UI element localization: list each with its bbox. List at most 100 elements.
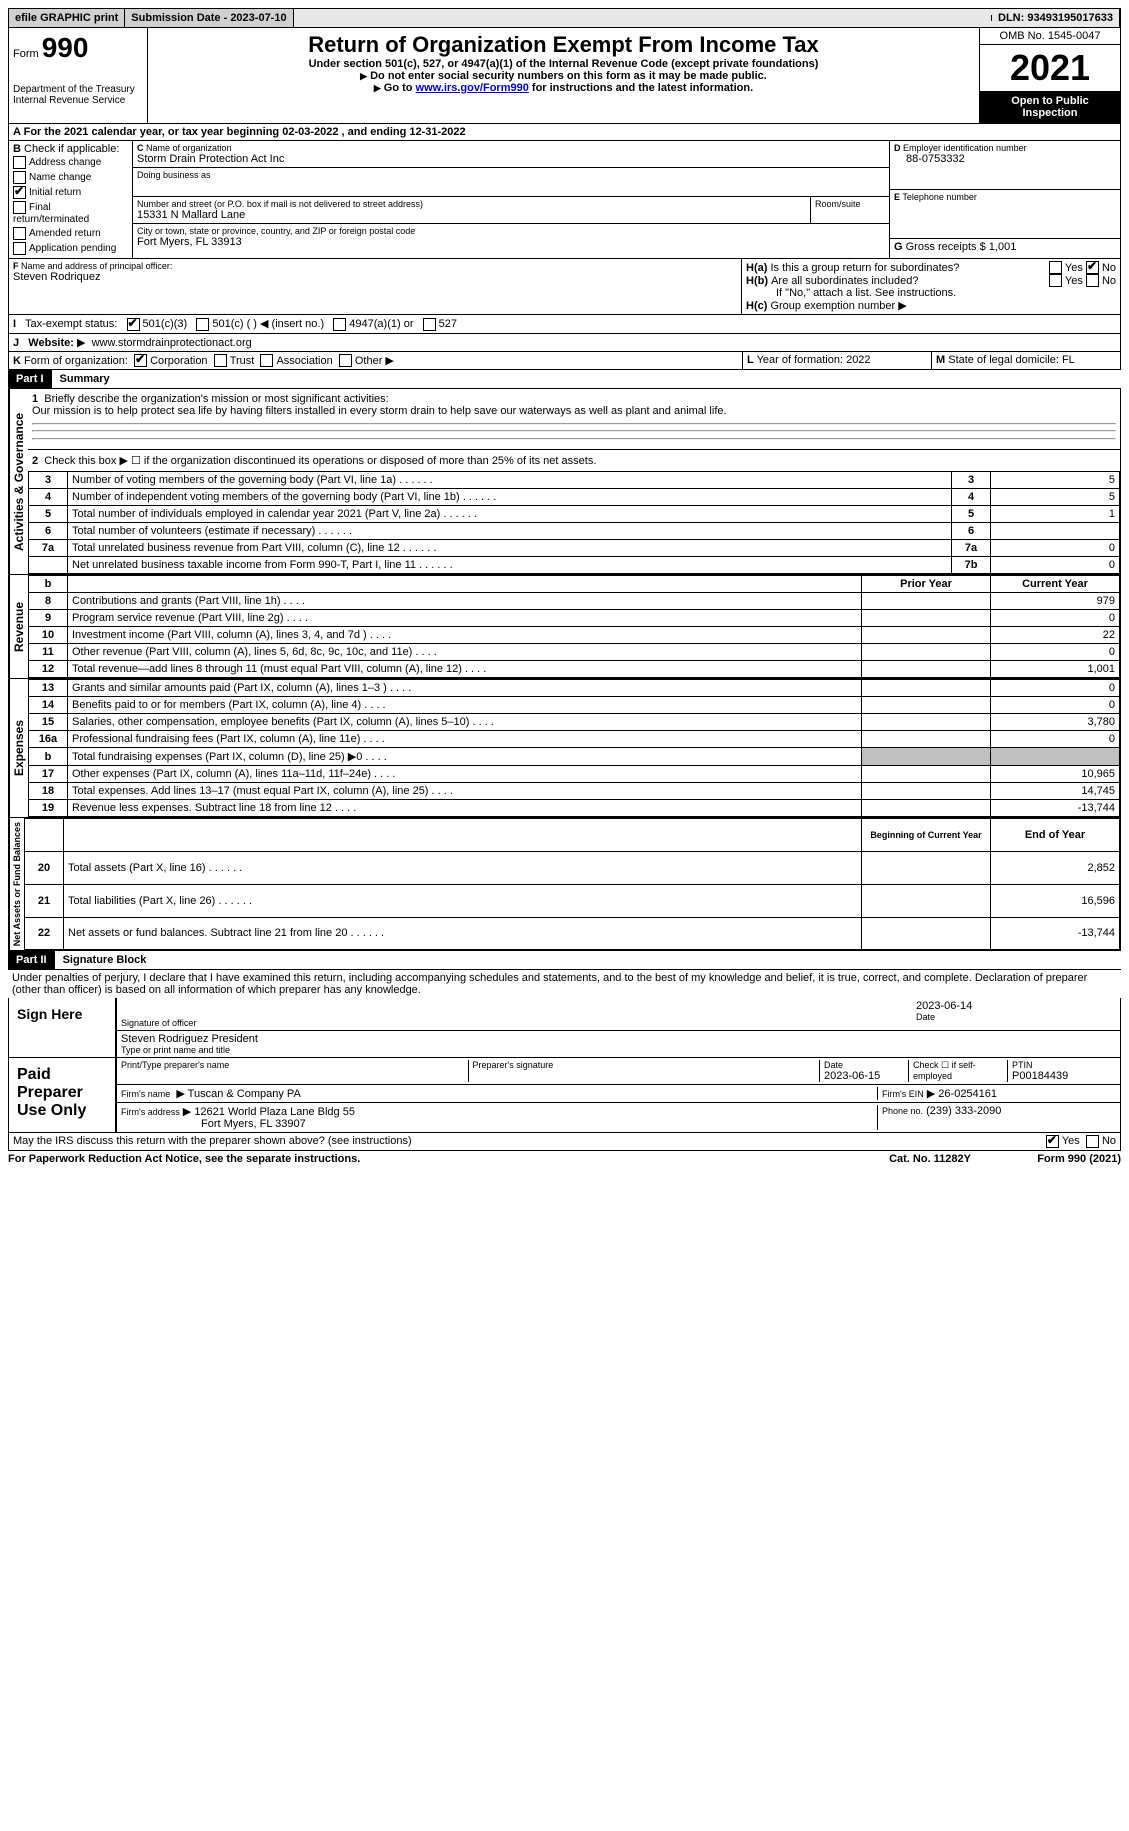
row-val: 1: [991, 506, 1120, 523]
row-text: Total fundraising expenses (Part IX, col…: [68, 748, 862, 766]
row-num: 20: [25, 851, 64, 884]
cb-ha-yes[interactable]: [1049, 261, 1062, 274]
cb-corp[interactable]: [134, 354, 147, 367]
website-url: www.stormdrainprotectionact.org: [92, 337, 252, 349]
cb-app-pending[interactable]: [13, 242, 26, 255]
cb-4947[interactable]: [333, 318, 346, 331]
warn-goto-suffix: for instructions and the latest informat…: [529, 82, 753, 94]
prior-val: [862, 627, 991, 644]
city-state-zip: Fort Myers, FL 33913: [137, 236, 885, 248]
tax-status-label: Tax-exempt status:: [25, 318, 117, 330]
form-footer: Form 990 (2021): [971, 1153, 1121, 1165]
box-b-intro: Check if applicable:: [24, 143, 119, 155]
hc-text: Group exemption number: [770, 300, 895, 312]
phone-label: Telephone number: [902, 192, 977, 202]
state-domicile: State of legal domicile: FL: [948, 354, 1075, 366]
dba-label: Doing business as: [137, 170, 885, 180]
end-val: 2,852: [991, 851, 1120, 884]
cb-ha-no[interactable]: [1086, 261, 1099, 274]
line2-text: Check this box ▶ ☐ if the organization d…: [44, 455, 596, 467]
cb-final-return[interactable]: [13, 201, 26, 214]
begin-val: [862, 917, 991, 950]
prior-val: [862, 766, 991, 783]
row-val: [991, 523, 1120, 540]
cb-527[interactable]: [423, 318, 436, 331]
current-val: 979: [991, 593, 1120, 610]
cb-address-change[interactable]: [13, 156, 26, 169]
current-val: 0: [991, 731, 1120, 748]
current-val: -13,744: [991, 800, 1120, 817]
city-label: City or town, state or province, country…: [137, 226, 885, 236]
cb-discuss-yes[interactable]: [1046, 1135, 1059, 1148]
cb-amended[interactable]: [13, 227, 26, 240]
row-num: 7a: [29, 540, 68, 557]
cb-hb-yes[interactable]: [1049, 274, 1062, 287]
cb-initial-return[interactable]: [13, 186, 26, 199]
row-box: 5: [952, 506, 991, 523]
cb-assoc[interactable]: [260, 354, 273, 367]
prior-val: [862, 661, 991, 678]
prep-name-label: Print/Type preparer's name: [121, 1060, 464, 1070]
row-val: 0: [991, 557, 1120, 574]
cb-hb-no[interactable]: [1086, 274, 1099, 287]
cb-name-change[interactable]: [13, 171, 26, 184]
row-num: 22: [25, 917, 64, 950]
row-val: 5: [991, 489, 1120, 506]
row-box: 3: [952, 472, 991, 489]
box-b-label: B: [13, 143, 21, 155]
row-val: 0: [991, 540, 1120, 557]
current-val: 0: [991, 697, 1120, 714]
cb-501c[interactable]: [196, 318, 209, 331]
form-word: Form: [13, 48, 39, 60]
prior-val: [862, 697, 991, 714]
row-num: 17: [29, 766, 68, 783]
row-text: Salaries, other compensation, employee b…: [68, 714, 862, 731]
part2-header: Part II: [8, 951, 55, 969]
side-net-assets: Net Assets or Fund Balances: [9, 818, 24, 950]
prior-val: [862, 593, 991, 610]
open-to-public: Open to Public Inspection: [980, 91, 1120, 123]
firm-address: 12621 World Plaza Lane Bldg 55: [194, 1106, 355, 1118]
ptin-value: P00184439: [1012, 1070, 1112, 1082]
prior-val: [862, 610, 991, 627]
row-num: 11: [29, 644, 68, 661]
row-text: Grants and similar amounts paid (Part IX…: [68, 680, 862, 697]
row-num: 21: [25, 884, 64, 917]
row-box: 6: [952, 523, 991, 540]
row-text: Total unrelated business revenue from Pa…: [68, 540, 952, 557]
form-title: Return of Organization Exempt From Incom…: [152, 32, 975, 58]
irs-link[interactable]: www.irs.gov/Form990: [416, 82, 529, 94]
row-num: 10: [29, 627, 68, 644]
row-num: [29, 557, 68, 574]
row-text: Total number of individuals employed in …: [68, 506, 952, 523]
end-val: 16,596: [991, 884, 1120, 917]
row-text: Net assets or fund balances. Subtract li…: [64, 917, 862, 950]
prior-val: [862, 748, 991, 766]
submission-date: Submission Date - 2023-07-10: [125, 9, 293, 27]
efile-graphic-print[interactable]: efile GRAPHIC print: [9, 9, 125, 27]
row-num: b: [29, 748, 68, 766]
check-self-emp: Check ☐ if self-employed: [909, 1060, 1008, 1082]
cb-trust[interactable]: [214, 354, 227, 367]
side-expenses: Expenses: [9, 679, 28, 817]
cb-501c3[interactable]: [127, 318, 140, 331]
sig-date: 2023-06-14: [916, 1000, 1116, 1012]
sign-here-label: Sign Here: [9, 998, 115, 1057]
prior-val: [862, 783, 991, 800]
row-num: 19: [29, 800, 68, 817]
prep-date: 2023-06-15: [824, 1070, 904, 1082]
row-text: Program service revenue (Part VIII, line…: [68, 610, 862, 627]
hb-text: Are all subordinates included?: [771, 275, 1049, 287]
top-bar: efile GRAPHIC print Submission Date - 20…: [8, 8, 1121, 28]
part2-title: Signature Block: [55, 951, 155, 969]
prior-val: [862, 644, 991, 661]
warn-ssn: Do not enter social security numbers on …: [370, 70, 767, 82]
cb-discuss-no[interactable]: [1086, 1135, 1099, 1148]
type-name-label: Type or print name and title: [121, 1045, 1116, 1055]
row-text: Total liabilities (Part X, line 26) . . …: [64, 884, 862, 917]
firm-ein: 26-0254161: [938, 1088, 997, 1100]
cb-other[interactable]: [339, 354, 352, 367]
side-activities: Activities & Governance: [9, 389, 28, 574]
street-label: Number and street (or P.O. box if mail i…: [137, 199, 806, 209]
website-label: Website:: [28, 337, 74, 349]
